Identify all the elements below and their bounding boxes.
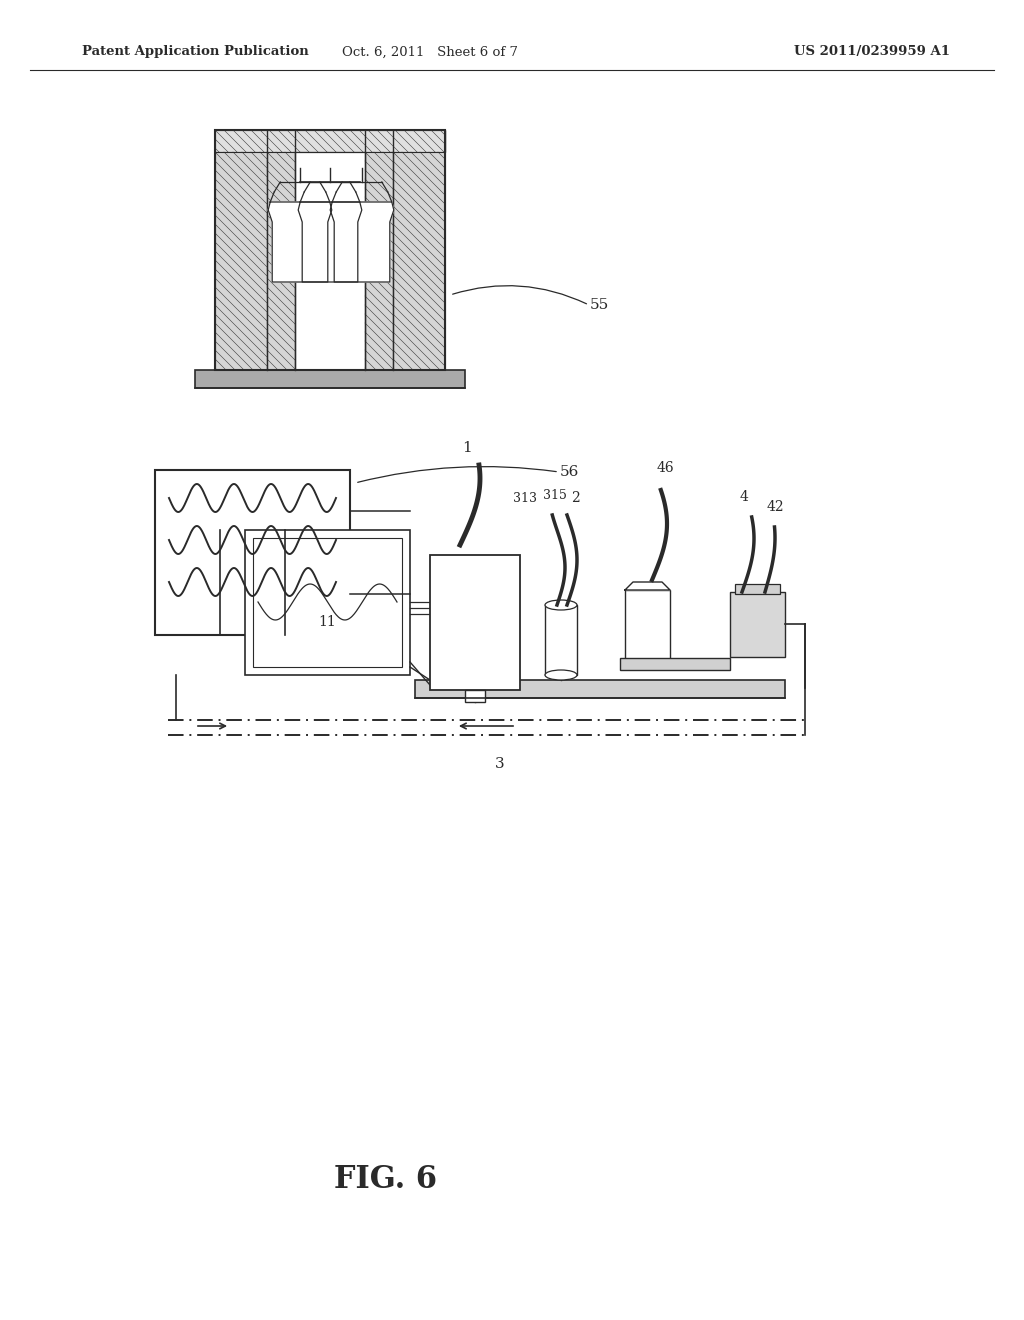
Bar	[545, 605, 577, 675]
Text: 56: 56	[560, 465, 580, 479]
Text: 2: 2	[571, 491, 580, 506]
Ellipse shape	[545, 601, 577, 610]
Polygon shape	[625, 582, 670, 590]
Text: Oct. 6, 2011   Sheet 6 of 7: Oct. 6, 2011 Sheet 6 of 7	[342, 45, 518, 58]
Polygon shape	[268, 202, 332, 282]
Text: 4: 4	[739, 490, 749, 504]
Ellipse shape	[545, 671, 577, 680]
Bar	[215, 129, 445, 370]
Bar	[620, 657, 730, 671]
Bar	[245, 531, 410, 675]
Bar	[215, 129, 445, 152]
Bar	[267, 152, 295, 370]
Bar	[215, 152, 267, 370]
Text: Patent Application Publication: Patent Application Publication	[82, 45, 309, 58]
Bar	[430, 554, 520, 690]
Bar	[295, 152, 365, 370]
Bar	[730, 591, 785, 657]
Polygon shape	[298, 202, 361, 282]
Text: 1: 1	[462, 441, 472, 455]
Text: 55: 55	[590, 298, 609, 312]
Text: 11: 11	[318, 615, 336, 630]
Bar	[215, 129, 445, 152]
Text: 3: 3	[496, 756, 505, 771]
Text: US 2011/0239959 A1: US 2011/0239959 A1	[794, 45, 950, 58]
Bar	[155, 470, 350, 635]
Bar	[253, 539, 402, 667]
Text: 42: 42	[767, 500, 784, 513]
Bar	[735, 583, 780, 594]
Polygon shape	[330, 202, 394, 282]
Text: FIG. 6: FIG. 6	[334, 1164, 436, 1196]
Bar	[365, 152, 393, 370]
Bar	[195, 370, 465, 388]
Text: 46: 46	[657, 461, 675, 475]
Text: 313: 313	[513, 492, 537, 506]
Bar	[415, 680, 785, 698]
Bar	[393, 152, 445, 370]
Bar	[625, 590, 670, 660]
Bar	[465, 690, 485, 702]
Text: 315: 315	[543, 488, 567, 502]
